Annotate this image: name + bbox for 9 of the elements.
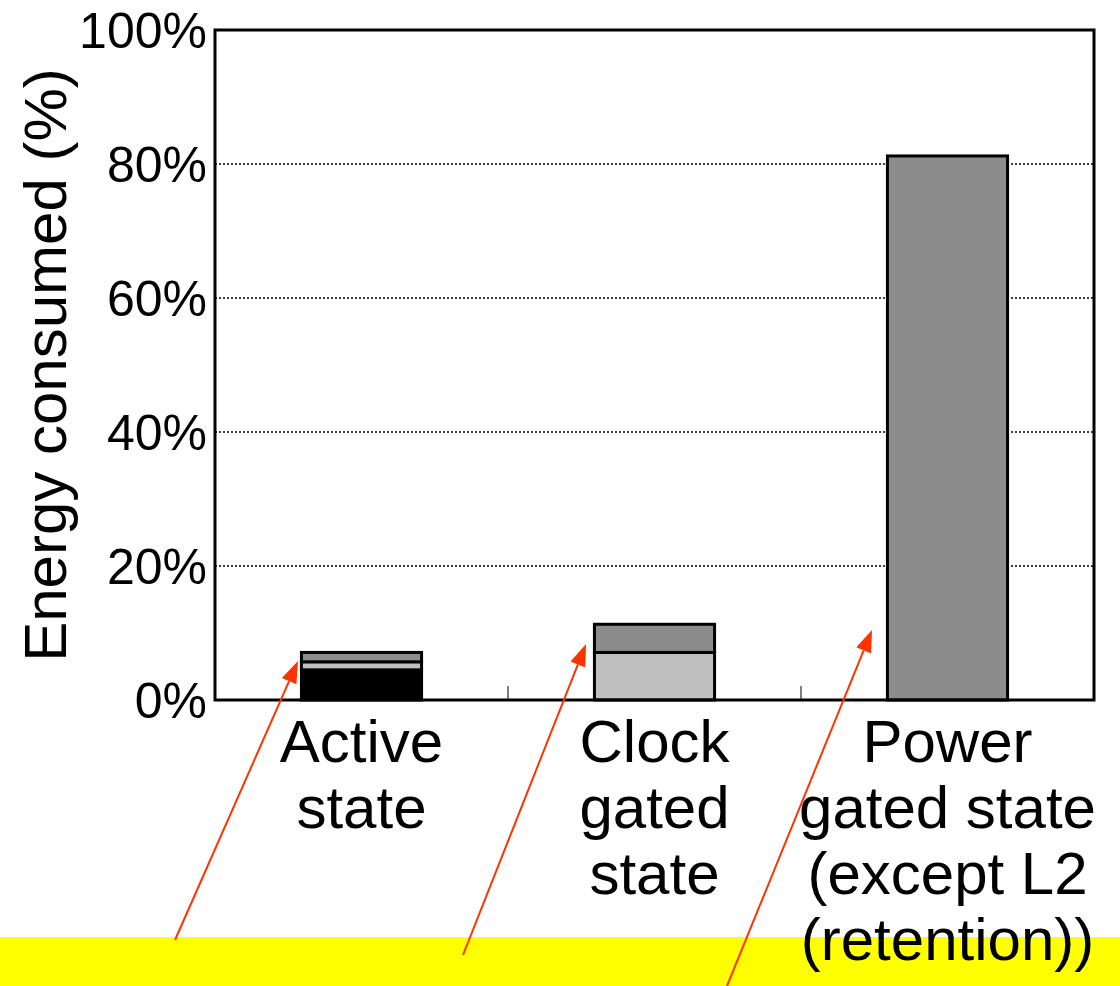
x-tick-label: Active state <box>279 708 444 841</box>
y-tick-label: 80% <box>106 136 207 193</box>
y-tick-label: 20% <box>106 538 207 595</box>
y-tick-label: 0% <box>134 672 207 729</box>
y-tick-label: 40% <box>106 404 207 461</box>
y-tick-label: 60% <box>106 270 207 327</box>
y-tick-label: 100% <box>79 2 207 59</box>
y-axis-title: Energy consumed (%) <box>12 68 79 662</box>
x-tick-label: Clock gated state <box>579 708 731 907</box>
